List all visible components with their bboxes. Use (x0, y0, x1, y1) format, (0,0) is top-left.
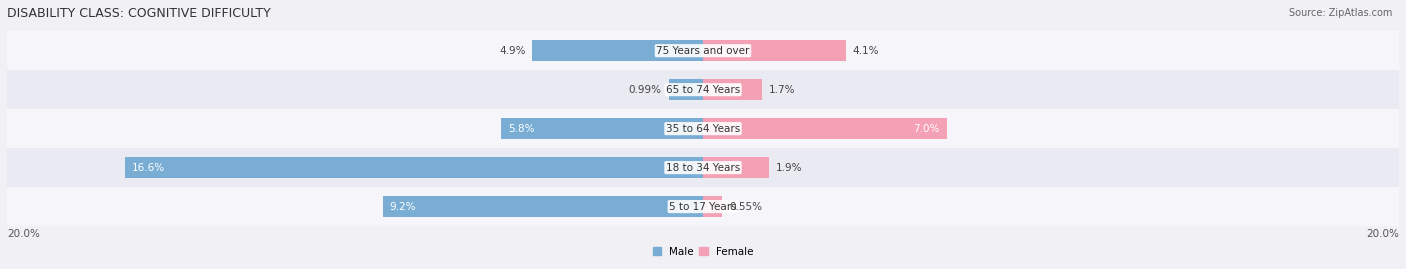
Text: 7.0%: 7.0% (914, 124, 939, 134)
Text: 9.2%: 9.2% (389, 201, 416, 212)
Text: 35 to 64 Years: 35 to 64 Years (666, 124, 740, 134)
Bar (703, 157, 769, 178)
Text: 18 to 34 Years: 18 to 34 Years (666, 163, 740, 173)
Text: 75 Years and over: 75 Years and over (657, 46, 749, 56)
Bar (703, 40, 845, 61)
Text: 1.9%: 1.9% (776, 163, 803, 173)
Bar (7, 109, 1399, 148)
Bar (7, 31, 1399, 70)
Text: 20.0%: 20.0% (1367, 229, 1399, 239)
Text: 16.6%: 16.6% (132, 163, 166, 173)
Text: 5 to 17 Years: 5 to 17 Years (669, 201, 737, 212)
Legend: Male, Female: Male, Female (648, 243, 758, 261)
Bar (703, 118, 946, 139)
Text: 20.0%: 20.0% (7, 229, 39, 239)
Text: 4.1%: 4.1% (852, 46, 879, 56)
Bar (125, 157, 703, 178)
Bar (7, 187, 1399, 226)
Bar (501, 118, 703, 139)
Text: 5.8%: 5.8% (508, 124, 534, 134)
Text: DISABILITY CLASS: COGNITIVE DIFFICULTY: DISABILITY CLASS: COGNITIVE DIFFICULTY (7, 7, 271, 20)
Bar (7, 148, 1399, 187)
Text: Source: ZipAtlas.com: Source: ZipAtlas.com (1288, 8, 1392, 18)
Bar (703, 79, 762, 100)
Text: 1.7%: 1.7% (769, 85, 796, 95)
Text: 4.9%: 4.9% (499, 46, 526, 56)
Bar (7, 70, 1399, 109)
Bar (668, 79, 703, 100)
Bar (533, 40, 703, 61)
Text: 65 to 74 Years: 65 to 74 Years (666, 85, 740, 95)
Text: 0.55%: 0.55% (730, 201, 762, 212)
Text: 0.99%: 0.99% (628, 85, 662, 95)
Bar (703, 196, 723, 217)
Bar (382, 196, 703, 217)
